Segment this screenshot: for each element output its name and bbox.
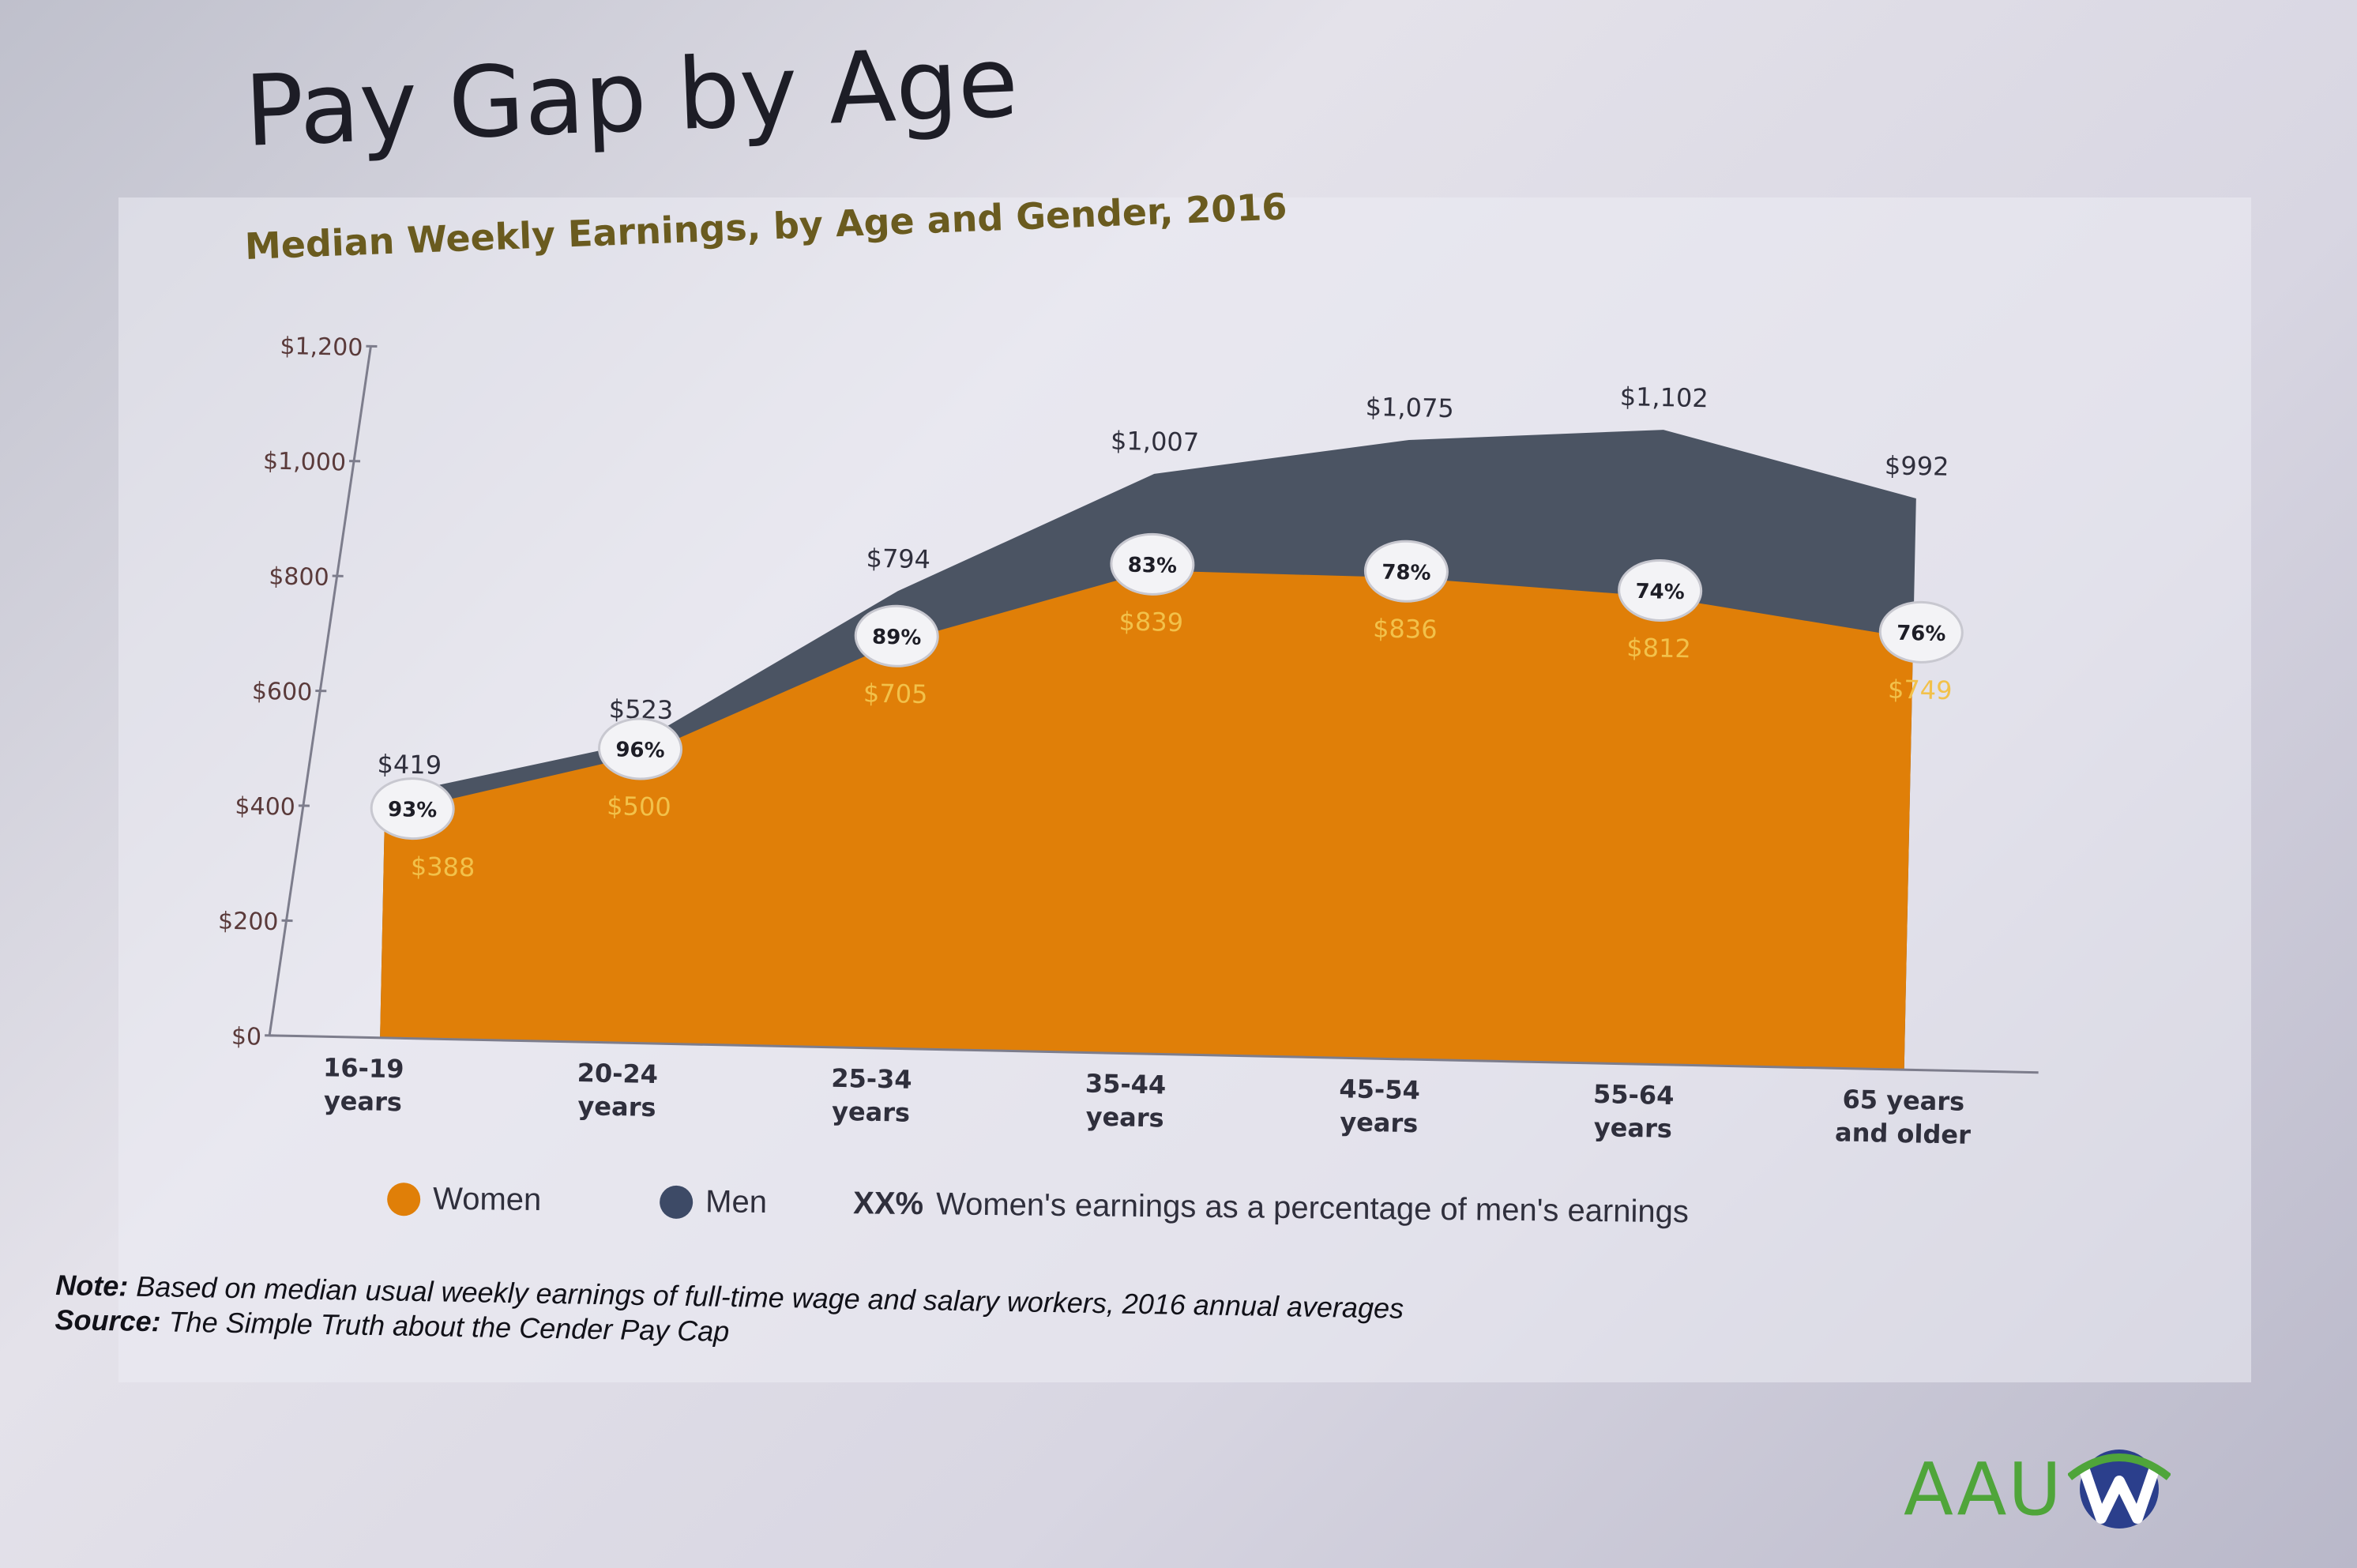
labels-layer: $419$523$794$1,007$1,075 $1,102$99293%$38… [370,382,1964,883]
ratio-label: 76% [1897,622,1946,646]
x-tick-label-line: 55-64 [1593,1079,1675,1111]
women-value-label: $388 [411,852,476,883]
men-value-label: $419 [377,749,442,780]
ratio-bubble [370,777,455,840]
y-tick-label: $1,200 [280,333,363,362]
x-tick-label-line: 20-24 [577,1058,658,1089]
x-tick-label-line: years [1085,1101,1164,1133]
legend-swatch-men [659,1185,694,1219]
ratio-bubble [598,717,683,780]
y-tick-label: $200 [218,908,279,937]
aauw-logo: AAU [1904,1446,2171,1532]
x-tick-label-line: 16-19 [323,1052,404,1084]
legend-item-women: Women [386,1181,542,1218]
ratio-label: 83% [1127,554,1177,578]
areas-layer [380,430,1916,1070]
x-axis-line [269,1034,2039,1074]
x-tick-label-line: years [832,1096,911,1128]
x-tick-label: 20-24years [576,1058,658,1122]
ratio-label: 96% [615,738,665,762]
y-tick-label: $800 [269,562,329,592]
legend-ratio-desc: Women's earnings as a percentage of men'… [935,1186,1690,1230]
women-value-label: $749 [1888,674,1953,705]
y-tick-label: $0 [231,1023,262,1051]
x-tick-label-line: 45-54 [1339,1074,1420,1105]
y-tick-label: $600 [252,678,313,707]
x-tick-label-line: years [1340,1107,1419,1138]
women-value-label: $836 [1373,613,1438,645]
women-area [380,570,1914,1070]
women-value-label: $705 [863,678,928,709]
women-value-label: $839 [1118,606,1183,637]
ratio-bubble [1110,532,1195,596]
x-tick-label-line: years [324,1085,403,1117]
x-tick-label-line: 35-44 [1085,1068,1167,1100]
x-tick-label-line: years [577,1091,656,1122]
ratio-bubble [854,604,939,667]
x-tick-label: 65 yearsand older [1835,1084,1972,1150]
x-tick-label-line: and older [1835,1117,1972,1150]
ratio-bubble [1878,600,1964,664]
legend-ratio-key: XX% [852,1186,924,1222]
logo-text: AAU [1904,1446,2063,1532]
ratio-bubble [1618,558,1703,622]
x-tick-label: 55-64years [1592,1079,1675,1144]
ratio-bubble [1363,540,1449,603]
men-value-label: $1,075 [1365,392,1454,423]
x-tick-label: 16-19years [322,1052,404,1117]
x-tick-label-line: years [1594,1112,1673,1144]
x-tick-label-line: 65 years [1842,1085,1964,1117]
axes-layer: $0$200$400$600$800$1,000$1,20016-19years… [218,333,2039,1150]
source-label: Source: [55,1303,162,1338]
legend-swatch-women [386,1182,421,1216]
legend-label-women: Women [432,1181,542,1218]
aauw-w-logo-icon [2067,1450,2171,1529]
x-tick-label-line: 25-34 [831,1063,912,1095]
women-value-label: $500 [607,791,671,822]
ratio-label: 74% [1635,580,1685,604]
men-value-label: $992 [1885,450,1949,482]
note-label: Note: [55,1269,129,1303]
ratio-label: 89% [872,626,922,650]
x-tick-label: 35-44years [1085,1068,1167,1133]
legend-item-men: Men [659,1184,768,1220]
ratio-label: 78% [1381,561,1431,585]
men-value-label: $794 [866,543,930,575]
legend-label-men: Men [705,1184,768,1220]
y-tick-label: $1,000 [263,447,347,476]
x-tick-label: 25-34years [830,1063,912,1128]
y-tick-label: $400 [235,792,295,822]
men-value-label: $1,007 [1111,426,1200,457]
ratio-label: 93% [388,798,438,822]
women-value-label: $812 [1626,633,1691,664]
men-value-label: $1,102 [1619,382,1709,413]
x-tick-label: 45-54years [1338,1074,1420,1138]
